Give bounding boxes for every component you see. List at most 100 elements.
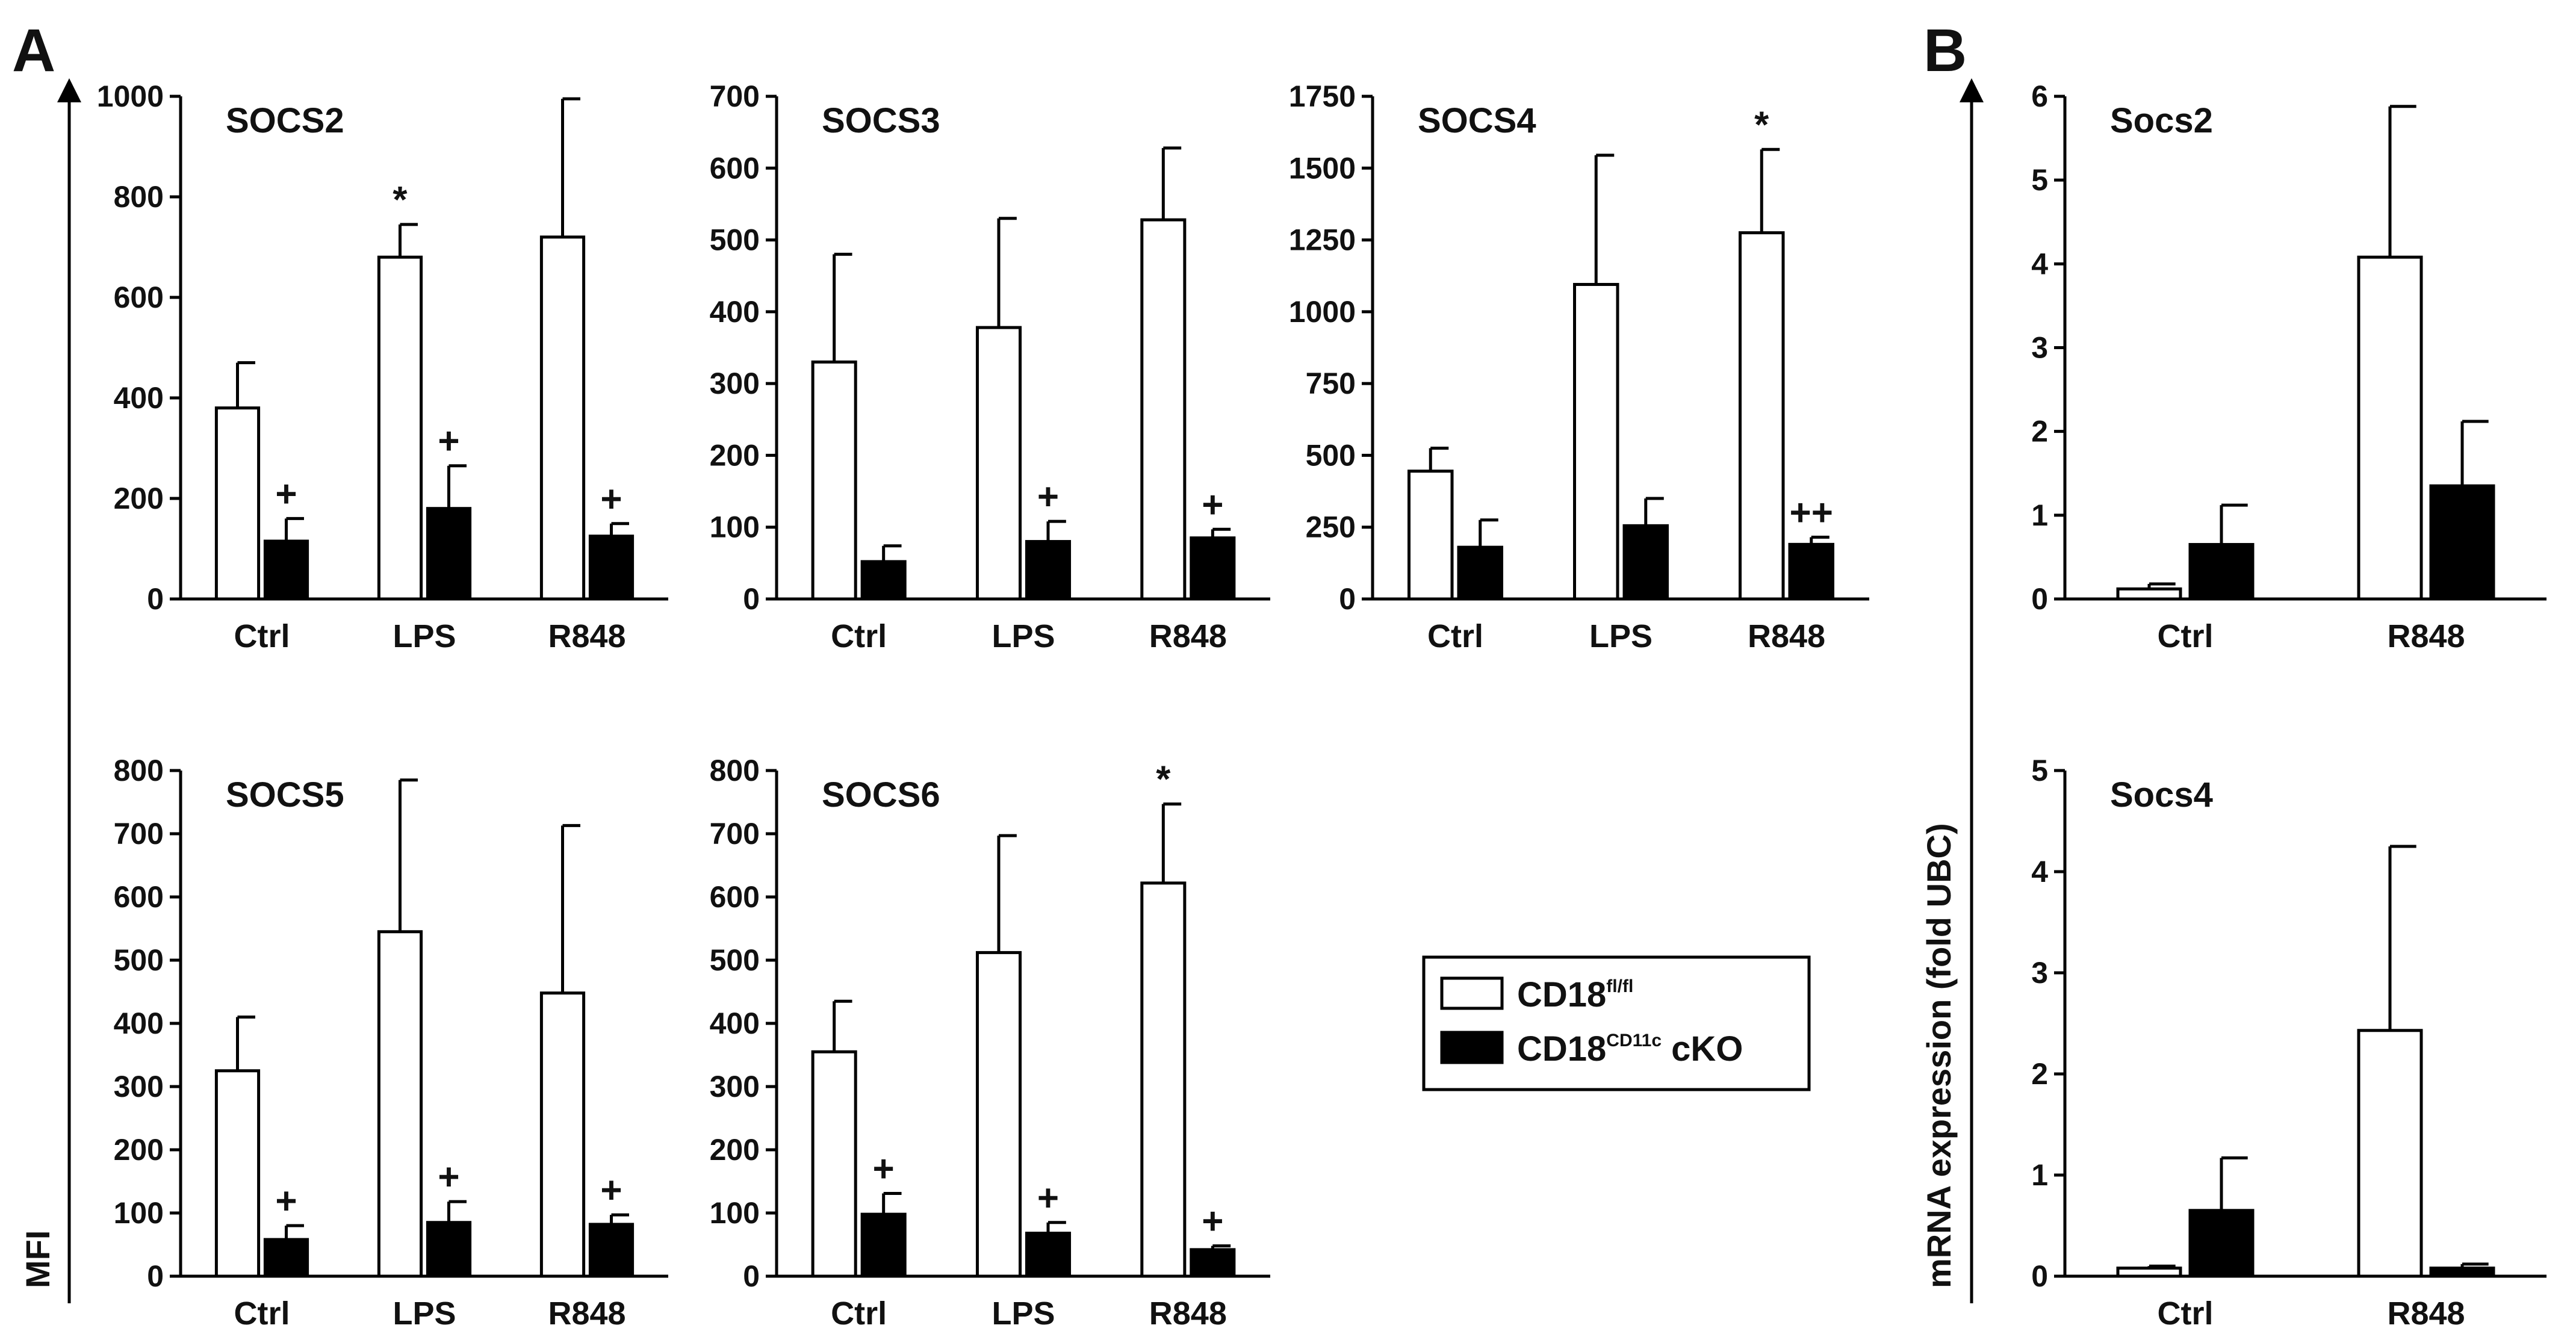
socs2-y-tick-label: 400 xyxy=(114,381,164,415)
mrna-socs4-y-tick-label: 1 xyxy=(2031,1158,2048,1192)
socs4-y-tick-label: 1000 xyxy=(1289,295,1356,329)
socs3-y-tick-label: 300 xyxy=(710,367,760,400)
legend-label-wt-sup: fl/fl xyxy=(1606,976,1633,996)
socs2-y-tick-label: 0 xyxy=(147,582,164,616)
socs3-y-tick-label: 200 xyxy=(710,438,760,472)
mrna-socs2-y-tick-label: 4 xyxy=(2031,247,2048,281)
legend-label-wt-base: CD18 xyxy=(1517,975,1606,1014)
socs5-bar-ko xyxy=(426,1221,472,1278)
mrna-socs4-bar-ko xyxy=(2429,1267,2495,1278)
mrna-socs4-category-label: Ctrl xyxy=(2158,1295,2214,1332)
socs2-category-label: Ctrl xyxy=(234,618,290,654)
mrna-socs4-y-tick-label: 3 xyxy=(2031,956,2048,990)
chart-mrna-socs2: 0 1 2 3 4 5 6 Socs2 Ctrl R848 xyxy=(2031,79,2547,654)
socs5-y-tick-label: 0 xyxy=(147,1259,164,1293)
socs3-y-tick-label: 600 xyxy=(710,151,760,185)
mrna-socs4-bar-wt xyxy=(2357,1029,2423,1278)
mrna-socs2-bar-ko xyxy=(2429,484,2495,601)
socs3-title: SOCS3 xyxy=(822,101,940,140)
socs3-y-tick-label: 700 xyxy=(710,79,760,113)
mrna-socs4-title: Socs4 xyxy=(2110,775,2213,814)
socs4-y-tick-label: 500 xyxy=(1306,438,1356,472)
socs6-bar-ko xyxy=(1190,1248,1236,1278)
socs6-bar-wt xyxy=(811,1050,857,1278)
mrna-socs2-bar-wt xyxy=(2116,587,2182,601)
socs4-bar-ko xyxy=(1788,542,1834,601)
socs4-bar-wt xyxy=(1573,283,1619,601)
socs5-y-tick-label: 500 xyxy=(114,943,164,977)
socs2-y-tick-label: 800 xyxy=(114,180,164,214)
socs5-y-tick-label: 200 xyxy=(114,1133,164,1167)
socs6-bar-wt xyxy=(975,951,1022,1278)
chart-socs5: 0 100 200 300 400 500 600 700 800 SOCS5 + Ctrl + LPS +… xyxy=(114,754,668,1332)
socs4-y-tick-label: 1750 xyxy=(1289,79,1356,113)
socs4-bar-ko xyxy=(1457,545,1503,601)
legend-label-ko: CD18CD11c cKO xyxy=(1517,1029,1743,1069)
socs5-bar-ko xyxy=(588,1223,635,1278)
socs4-y-tick-label: 0 xyxy=(1339,582,1356,616)
socs2-category-label: LPS xyxy=(393,618,456,654)
socs2-annotation-ko: + xyxy=(438,421,459,462)
socs5-bar-wt xyxy=(377,930,423,1278)
socs2-category-label: R848 xyxy=(548,618,625,654)
socs5-y-tick-label: 100 xyxy=(114,1196,164,1230)
socs4-bar-wt xyxy=(1739,231,1785,601)
socs4-y-tick-label: 1500 xyxy=(1289,151,1356,185)
socs6-y-tick-label: 100 xyxy=(710,1196,760,1230)
mrna-socs4-category-label: R848 xyxy=(2387,1295,2465,1332)
socs2-bar-ko xyxy=(588,535,635,601)
legend-label-ko-suffix: cKO xyxy=(1662,1029,1743,1069)
socs6-bar-wt xyxy=(1140,881,1187,1278)
socs5-bar-wt xyxy=(214,1069,261,1278)
socs4-annotation-ko: ++ xyxy=(1790,492,1833,533)
socs3-bar-ko xyxy=(1025,540,1072,601)
socs5-annotation-ko: + xyxy=(600,1170,622,1211)
socs5-y-tick-label: 400 xyxy=(114,1007,164,1040)
socs2-annotation-ko: + xyxy=(600,479,622,520)
mrna-socs2-y-tick-label: 3 xyxy=(2031,331,2048,365)
socs6-y-tick-label: 700 xyxy=(710,817,760,851)
chart-socs3: 0 100 200 300 400 500 600 700 SOCS3 Ctrl + LPS + R848 xyxy=(710,79,1270,654)
mrna-socs4-bar-wt xyxy=(2116,1267,2182,1278)
chart-socs2: 0 200 400 600 800 1000 SOCS2 + Ctrl * + LPS + R848 xyxy=(97,79,668,654)
socs6-y-tick-label: 500 xyxy=(710,943,760,977)
socs3-category-label: LPS xyxy=(992,618,1055,654)
mrna-socs4-y-tick-label: 5 xyxy=(2031,754,2048,787)
chart-socs6: 0 100 200 300 400 500 600 700 800 SOCS6 + Ctrl + LPS *… xyxy=(710,754,1270,1332)
socs6-y-tick-label: 600 xyxy=(710,880,760,914)
socs3-category-label: Ctrl xyxy=(831,618,887,654)
socs5-bar-wt xyxy=(539,991,586,1278)
mrna-socs2-y-tick-label: 5 xyxy=(2031,163,2048,197)
socs4-category-label: Ctrl xyxy=(1427,618,1483,654)
socs5-y-tick-label: 300 xyxy=(114,1070,164,1103)
socs4-category-label: R848 xyxy=(1748,618,1825,654)
mrna-socs2-title: Socs2 xyxy=(2110,101,2213,140)
socs3-y-tick-label: 500 xyxy=(710,223,760,257)
socs5-annotation-ko: + xyxy=(275,1180,297,1222)
socs4-category-label: LPS xyxy=(1589,618,1653,654)
socs4-y-tick-label: 1250 xyxy=(1289,223,1356,257)
mrna-socs2-y-tick-label: 0 xyxy=(2031,582,2048,616)
socs3-annotation-ko: + xyxy=(1202,484,1223,526)
socs2-bar-ko xyxy=(263,539,309,601)
legend-label-wt: CD18fl/fl xyxy=(1517,975,1633,1014)
socs5-category-label: Ctrl xyxy=(234,1295,290,1332)
socs2-bar-wt xyxy=(214,406,261,601)
legend: CD18fl/fl CD18CD11c cKO xyxy=(1422,955,1811,1091)
socs6-category-label: R848 xyxy=(1149,1295,1227,1332)
socs2-annotation-wt: * xyxy=(393,179,408,221)
mrna-socs4-y-tick-label: 0 xyxy=(2031,1259,2048,1293)
socs4-title: SOCS4 xyxy=(1418,101,1536,140)
mrna-socs2-category-label: R848 xyxy=(2387,618,2465,654)
panel-a-y-title: MFI xyxy=(19,1230,57,1288)
socs6-annotation-ko: + xyxy=(1202,1201,1223,1242)
socs2-annotation-ko: + xyxy=(275,473,297,515)
socs5-bar-ko xyxy=(263,1238,309,1278)
chart-socs4: 0 250 500 750 1000 1250 1500 1750 SOCS4 Ctrl LPS * +… xyxy=(1289,79,1869,654)
socs3-y-tick-label: 400 xyxy=(710,295,760,329)
mrna-socs4-y-tick-label: 2 xyxy=(2031,1057,2048,1091)
socs3-bar-ko xyxy=(1190,536,1236,601)
legend-swatch-ko xyxy=(1440,1031,1504,1064)
mrna-socs2-y-tick-label: 1 xyxy=(2031,498,2048,532)
